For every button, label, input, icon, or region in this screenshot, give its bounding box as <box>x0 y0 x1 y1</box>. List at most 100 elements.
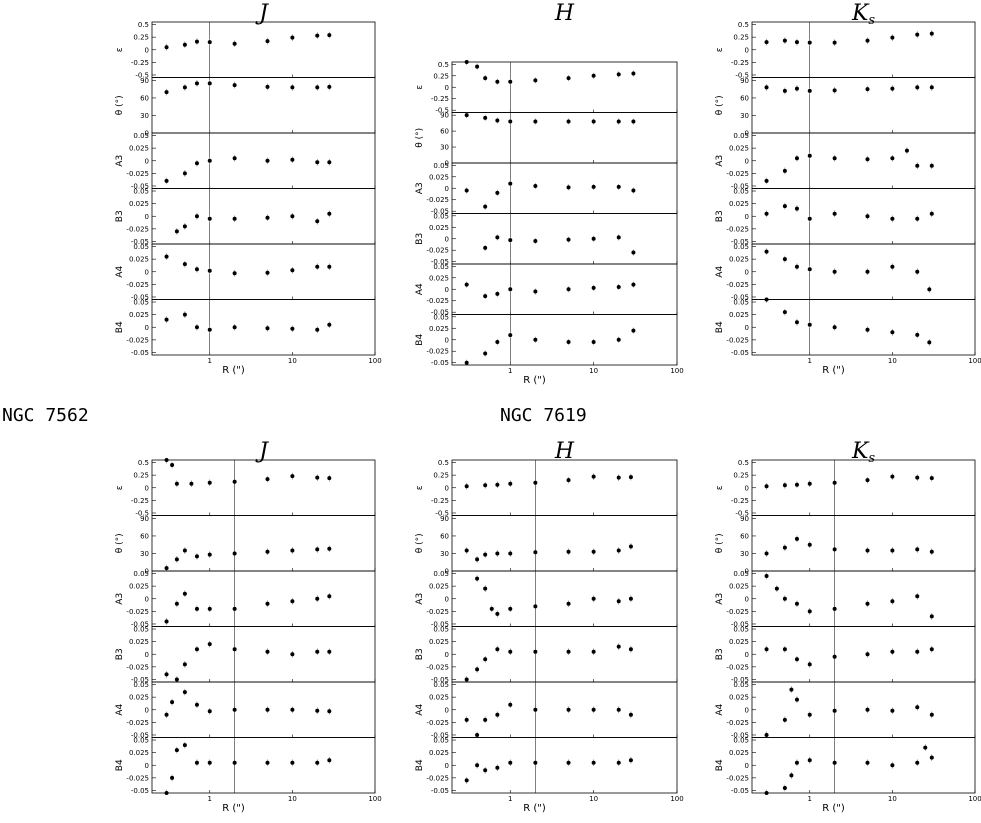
data-point <box>483 483 488 488</box>
data-point <box>764 40 769 45</box>
panel-ylabel: B4 <box>715 321 725 333</box>
panel-ylabel: θ (°) <box>715 533 725 553</box>
data-point <box>832 269 837 274</box>
x-tick-label: 100 <box>368 357 381 365</box>
y-tick-label: -0.05 <box>431 258 449 266</box>
data-point <box>194 554 199 559</box>
x-tick-label: 10 <box>288 357 297 365</box>
panel-frame <box>151 570 376 627</box>
data-point <box>533 183 538 188</box>
data-point <box>631 282 636 287</box>
data-point <box>194 606 199 611</box>
data-point <box>207 709 212 714</box>
data-point <box>782 168 787 173</box>
band-title: Ks <box>851 1 875 28</box>
y-tick-label: -0.5 <box>735 509 749 517</box>
panel-frame <box>151 299 376 356</box>
y-tick-label: 0 <box>445 651 449 659</box>
y-tick-label: -0.05 <box>131 293 149 301</box>
data-point <box>591 184 596 189</box>
x-axis-label: R (") <box>523 803 546 814</box>
data-point <box>904 148 909 153</box>
data-point <box>164 178 169 183</box>
data-point <box>782 545 787 550</box>
data-point <box>194 81 199 86</box>
y-tick-label: 60 <box>140 532 149 540</box>
data-point <box>495 765 500 770</box>
y-tick-label: -0.05 <box>731 349 749 357</box>
subplot-4: J 0.5 0.25 0 -0.25 -0.5 ε 90 60 30 0 θ (°) 0.05 0.025… <box>115 439 382 814</box>
data-point <box>290 35 295 40</box>
y-tick-label: 90 <box>140 77 149 85</box>
y-tick-label: 0 <box>745 46 749 54</box>
data-point <box>915 760 920 765</box>
panel-ylabel: B4 <box>415 334 425 346</box>
data-point <box>929 755 934 760</box>
data-point <box>327 160 332 165</box>
y-tick-label: 0.05 <box>733 299 749 307</box>
data-point <box>789 773 794 778</box>
y-tick-label: -0.05 <box>731 238 749 246</box>
data-point <box>890 156 895 161</box>
y-tick-label: 60 <box>740 94 749 102</box>
y-tick-label: 0.025 <box>429 274 449 282</box>
y-tick-label: 0.5 <box>138 459 149 467</box>
y-tick-label: 0.05 <box>133 626 149 634</box>
data-point <box>890 216 895 221</box>
data-point <box>807 88 812 93</box>
data-point <box>483 294 488 299</box>
data-point <box>194 214 199 219</box>
data-point <box>865 38 870 43</box>
data-point <box>929 163 934 168</box>
data-point <box>865 652 870 657</box>
y-tick-label: 0 <box>745 213 749 221</box>
data-point <box>290 268 295 273</box>
data-point <box>807 609 812 614</box>
x-tick-label: 100 <box>968 795 981 803</box>
y-tick-label: 30 <box>140 112 149 120</box>
y-tick-label: -0.05 <box>431 676 449 684</box>
data-point <box>865 760 870 765</box>
data-point <box>591 474 596 479</box>
data-point <box>890 330 895 335</box>
data-point <box>533 604 538 609</box>
x-axis-label: R (") <box>523 375 546 386</box>
data-point <box>782 785 787 790</box>
panel-frame <box>751 299 976 356</box>
panel-ylabel: A3 <box>715 155 725 167</box>
x-tick-label: 1 <box>808 795 812 803</box>
x-tick-label: 100 <box>368 795 381 803</box>
data-point <box>182 662 187 667</box>
panel-ylabel: A3 <box>115 593 125 605</box>
data-point <box>483 552 488 557</box>
data-point <box>865 327 870 332</box>
panel-ylabel: A4 <box>415 283 425 295</box>
y-tick-label: 0.05 <box>433 162 449 170</box>
x-tick-label: 10 <box>589 795 598 803</box>
data-point <box>495 291 500 296</box>
data-point <box>475 667 480 672</box>
data-point <box>508 702 513 707</box>
data-point <box>495 611 500 616</box>
data-point <box>929 614 934 619</box>
data-point <box>782 596 787 601</box>
y-tick-label: -0.05 <box>131 620 149 628</box>
y-tick-label: 0 <box>745 130 749 138</box>
x-tick-label: 1 <box>508 367 512 375</box>
panel-ylabel: B4 <box>115 759 125 771</box>
y-tick-label: -0.05 <box>731 293 749 301</box>
x-tick-label: 100 <box>968 357 981 365</box>
data-point <box>628 596 633 601</box>
y-tick-label: 0.05 <box>733 243 749 251</box>
y-tick-label: 0.025 <box>429 325 449 333</box>
data-point <box>591 236 596 241</box>
data-point <box>832 760 837 765</box>
y-tick-label: 90 <box>140 515 149 523</box>
data-point <box>591 596 596 601</box>
panel-frame <box>451 61 678 113</box>
y-tick-label: 0.025 <box>729 311 749 319</box>
data-point <box>327 211 332 216</box>
data-point <box>782 310 787 315</box>
data-point <box>508 79 513 84</box>
